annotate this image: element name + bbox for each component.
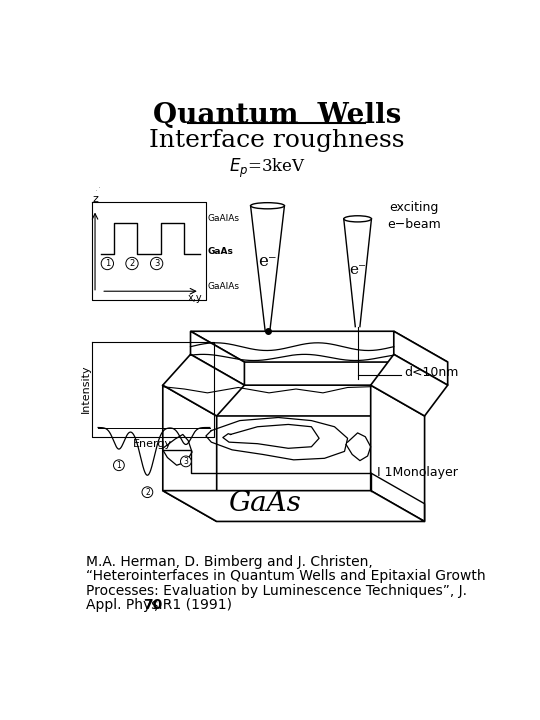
Polygon shape [370,385,424,521]
Text: Processes: Evaluation by Luminescence Techniques”, J.: Processes: Evaluation by Luminescence Te… [86,584,467,598]
Text: GaAlAs: GaAlAs [207,282,239,291]
Text: x,y: x,y [187,293,202,302]
Polygon shape [163,385,424,416]
Text: Energy: Energy [133,439,172,449]
Polygon shape [370,354,448,416]
Text: M.A. Herman, D. Bimberg and J. Christen,: M.A. Herman, D. Bimberg and J. Christen, [86,554,373,569]
Circle shape [142,487,153,498]
Text: 2: 2 [130,259,134,268]
Text: z: z [92,194,98,204]
Text: 1: 1 [117,461,122,469]
Text: d<10nm: d<10nm [404,366,458,379]
Circle shape [113,460,124,471]
Polygon shape [191,331,448,362]
Circle shape [151,257,163,270]
Text: GaAs: GaAs [207,248,233,256]
Text: 70: 70 [143,598,162,613]
Text: Intensity: Intensity [81,365,91,413]
Text: 3: 3 [184,457,188,466]
Text: “Heterointerfaces in Quantum Wells and Epitaxial Growth: “Heterointerfaces in Quantum Wells and E… [86,570,485,583]
Polygon shape [163,354,245,416]
Circle shape [180,456,191,467]
Text: Appl. Phys.: Appl. Phys. [86,598,167,613]
Text: GaAlAs: GaAlAs [207,215,239,223]
Text: .·: .· [95,183,101,193]
Text: I 1Monolayer: I 1Monolayer [377,467,458,480]
Text: e⁻: e⁻ [258,253,277,271]
Text: $E_p$=3keV: $E_p$=3keV [229,157,306,181]
Polygon shape [163,490,424,521]
Ellipse shape [251,202,285,209]
Circle shape [126,257,138,270]
Circle shape [101,257,113,270]
Polygon shape [163,385,217,521]
Text: 2: 2 [145,487,150,497]
Ellipse shape [344,216,372,222]
Text: 3: 3 [154,259,159,268]
Text: Quantum  Wells: Quantum Wells [153,102,401,129]
Text: 1: 1 [105,259,110,268]
Text: exciting
e−beam: exciting e−beam [387,201,441,230]
Polygon shape [191,331,245,385]
Text: e⁻: e⁻ [349,263,366,276]
Text: , R1 (1991): , R1 (1991) [154,598,232,613]
Polygon shape [394,331,448,385]
Text: GaAs: GaAs [229,490,302,517]
Text: Interface roughness: Interface roughness [149,129,404,152]
